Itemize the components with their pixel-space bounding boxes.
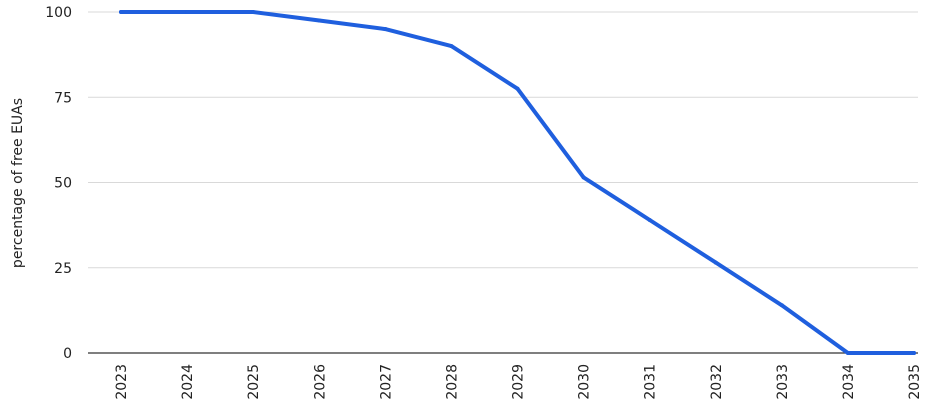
data-point [845, 351, 850, 355]
y-axis-title: percentage of free EUAs [10, 98, 26, 268]
data-point [185, 10, 190, 14]
data-point [515, 86, 520, 91]
data-point [581, 175, 586, 180]
data-point [779, 303, 784, 308]
data-point [251, 10, 256, 14]
x-tick-label: 2034 [841, 364, 857, 400]
data-point [912, 351, 916, 355]
x-axis-ticks: 2023 2024 2025 2026 2027 2028 2029 2030 2031 2032… [114, 364, 923, 400]
y-axis-ticks: 0 25 50 75 100 [45, 5, 72, 362]
x-tick-label: 2025 [246, 364, 262, 400]
y-tick-label: 0 [63, 346, 72, 362]
y-tick-label: 100 [45, 5, 72, 21]
gridlines [88, 11, 918, 354]
x-tick-label: 2023 [114, 364, 130, 400]
data-point [383, 27, 388, 32]
x-tick-label: 2031 [643, 364, 659, 400]
y-tick-label: 25 [54, 261, 72, 277]
x-tick-label: 2033 [775, 364, 791, 400]
data-point [647, 218, 652, 223]
x-tick-label: 2032 [709, 364, 725, 400]
data-point [317, 18, 322, 23]
x-tick-label: 2035 [907, 364, 923, 400]
x-tick-label: 2024 [180, 364, 196, 400]
y-tick-label: 50 [54, 176, 72, 192]
series-layer [119, 10, 916, 355]
x-tick-label: 2027 [378, 364, 394, 400]
y-tick-label: 75 [54, 90, 72, 106]
x-tick-label: 2029 [511, 364, 527, 400]
data-point [449, 44, 454, 49]
x-tick-label: 2030 [577, 364, 593, 400]
x-tick-label: 2026 [312, 364, 328, 400]
data-point [119, 10, 123, 14]
x-tick-label: 2028 [444, 364, 460, 400]
data-point [713, 260, 718, 265]
